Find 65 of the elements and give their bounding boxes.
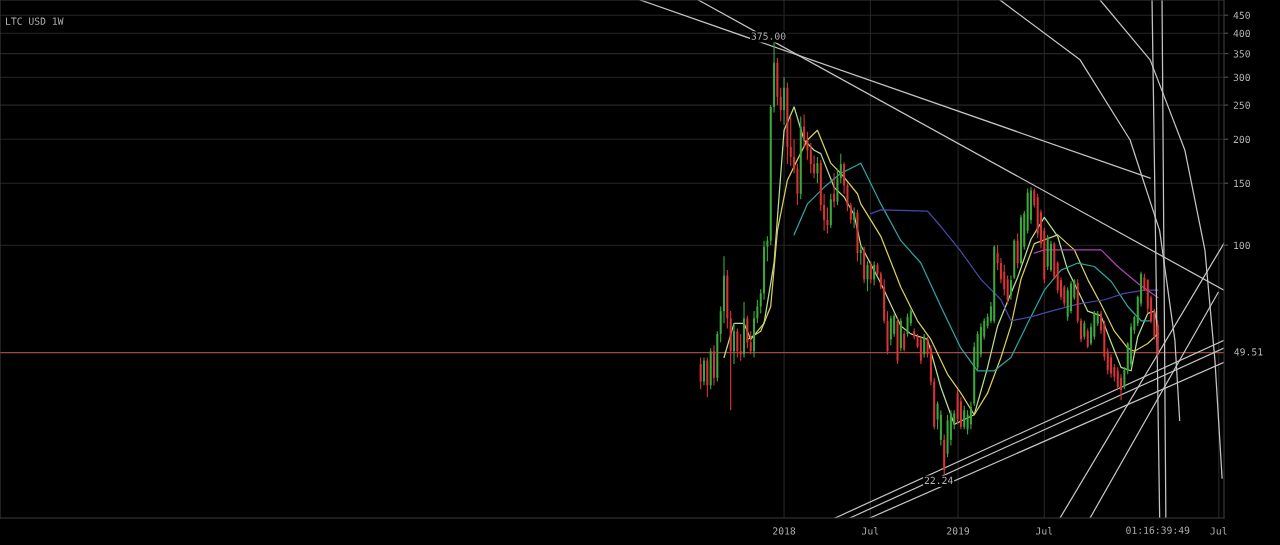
candlestick: [873, 260, 876, 286]
y-tick-label: 300: [1233, 73, 1250, 82]
candlestick: [1083, 320, 1086, 340]
candlestick: [1086, 327, 1089, 349]
candlestick: [1120, 373, 1123, 401]
line-series: [1033, 249, 1159, 299]
line-series: [793, 162, 1152, 372]
candlestick: [849, 202, 852, 225]
candlestick: [893, 312, 896, 338]
x-tick-label: Jul: [1036, 527, 1053, 535]
candlestick: [889, 315, 892, 346]
candlestick: [903, 330, 906, 352]
text: LTC USD 1W: [6, 17, 64, 25]
candlestick: [859, 244, 862, 266]
line-series: [870, 209, 1159, 322]
annotation: 22.24: [924, 476, 953, 484]
y-tick-label: 400: [1233, 29, 1250, 38]
text: 01:16:39:49: [1126, 526, 1190, 534]
candlestick: [853, 206, 856, 229]
x-tick-label: 2018: [773, 527, 796, 535]
candlestick: [816, 156, 819, 184]
y-tick-label: 450: [1233, 11, 1250, 20]
annotation: 375.00: [751, 32, 786, 40]
candlestick: [906, 312, 909, 338]
candlestick: [923, 333, 926, 359]
candlestick: [1123, 366, 1126, 390]
candlestick: [839, 153, 842, 184]
candlestick: [1049, 240, 1052, 273]
candlestick: [733, 322, 736, 365]
candlestick: [856, 209, 859, 262]
candlestick: [783, 76, 786, 126]
candlestick: [809, 142, 812, 174]
candlestick: [1110, 353, 1113, 379]
candlestick: [1006, 275, 1009, 305]
candlestick: [739, 333, 742, 362]
y-tick-label: 100: [1234, 241, 1250, 250]
x-tick-label: Jul: [862, 527, 879, 535]
candlestick: [1033, 187, 1036, 209]
candlestick: [866, 260, 869, 292]
candlestick: [699, 356, 702, 390]
candlestick: [876, 262, 879, 277]
candlestick: [749, 330, 752, 355]
candlestick: [1016, 232, 1019, 269]
candlestick: [833, 172, 836, 209]
candlestick: [963, 405, 966, 430]
candlestick: [803, 113, 806, 148]
candlestick: [736, 327, 739, 359]
y-tick-label: 200: [1233, 135, 1250, 144]
y-tick-label: 150: [1234, 179, 1250, 188]
candlestick: [746, 315, 749, 349]
x-tick-label: 2019: [947, 527, 970, 535]
candlestick: [1106, 347, 1109, 375]
candlestick: [702, 356, 705, 386]
candlestick: [919, 336, 922, 365]
ref-line-label: 49.51: [1234, 348, 1263, 356]
candlestick: [896, 317, 899, 365]
candlestick: [779, 87, 782, 122]
candlestick: [713, 344, 715, 386]
y-tick-label: 350: [1233, 50, 1250, 58]
y-tick-label: 250: [1233, 101, 1250, 109]
candlestick: [836, 168, 839, 206]
x-tick-label: Jul: [1210, 527, 1227, 535]
candlestick: [1070, 280, 1072, 315]
candlestick: [813, 154, 816, 179]
candlestick: [869, 260, 872, 284]
